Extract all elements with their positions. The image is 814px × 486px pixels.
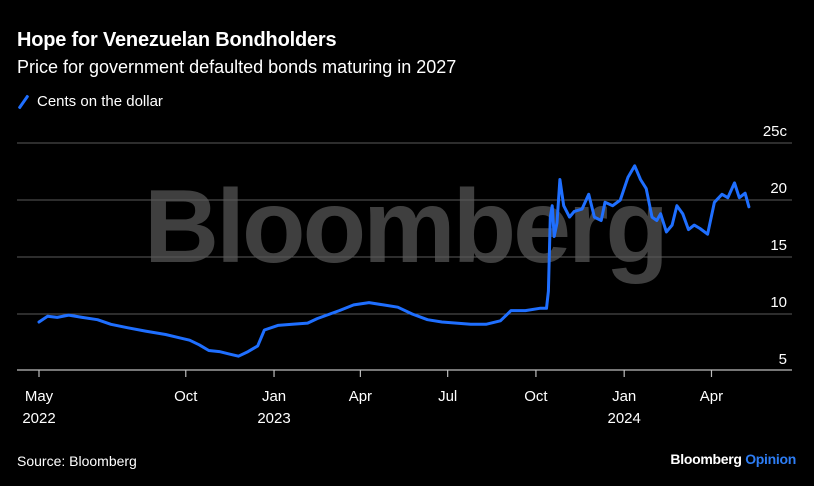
x-tick-label: Apr — [700, 388, 723, 405]
x-tick-label: Oct — [174, 388, 198, 405]
chart-subtitle: Price for government defaulted bonds mat… — [17, 57, 457, 77]
source-note: Source: Bloomberg — [17, 453, 137, 469]
brand-logo: Bloomberg Opinion — [670, 451, 796, 467]
brand-section: Opinion — [745, 451, 796, 467]
x-tick-year: 2022 — [22, 410, 55, 427]
x-tick-label: Apr — [349, 388, 372, 405]
chart-title: Hope for Venezuelan Bondholders — [17, 29, 337, 51]
x-tick-label: Jan — [262, 388, 286, 405]
x-tick-label: Jul — [438, 388, 457, 405]
legend: Cents on the dollar — [17, 93, 163, 110]
y-tick-label: 20 — [770, 180, 787, 197]
x-axis: May 2022 Oct Jan 2023 Apr Jul Oct Jan 2024 Apr — [17, 369, 792, 427]
series-line — [37, 164, 751, 358]
y-tick-label: 25c — [763, 123, 788, 140]
y-tick-label: 5 — [779, 351, 787, 368]
legend-label: Cents on the dollar — [37, 93, 163, 110]
x-tick-label: Oct — [524, 388, 548, 405]
watermark: Bloomberg — [144, 169, 666, 285]
x-tick-label: May — [25, 388, 54, 405]
y-tick-label: 15 — [770, 237, 787, 254]
series-line-path — [37, 164, 751, 358]
x-tick-year: 2023 — [257, 410, 290, 427]
y-axis-labels: 25c 20 15 10 5 — [763, 123, 788, 368]
y-tick-label: 10 — [770, 294, 787, 311]
x-tick-label: Jan — [612, 388, 636, 405]
brand-name: Bloomberg — [670, 451, 742, 467]
x-tick-year: 2024 — [607, 410, 640, 427]
gridlines — [17, 142, 792, 315]
